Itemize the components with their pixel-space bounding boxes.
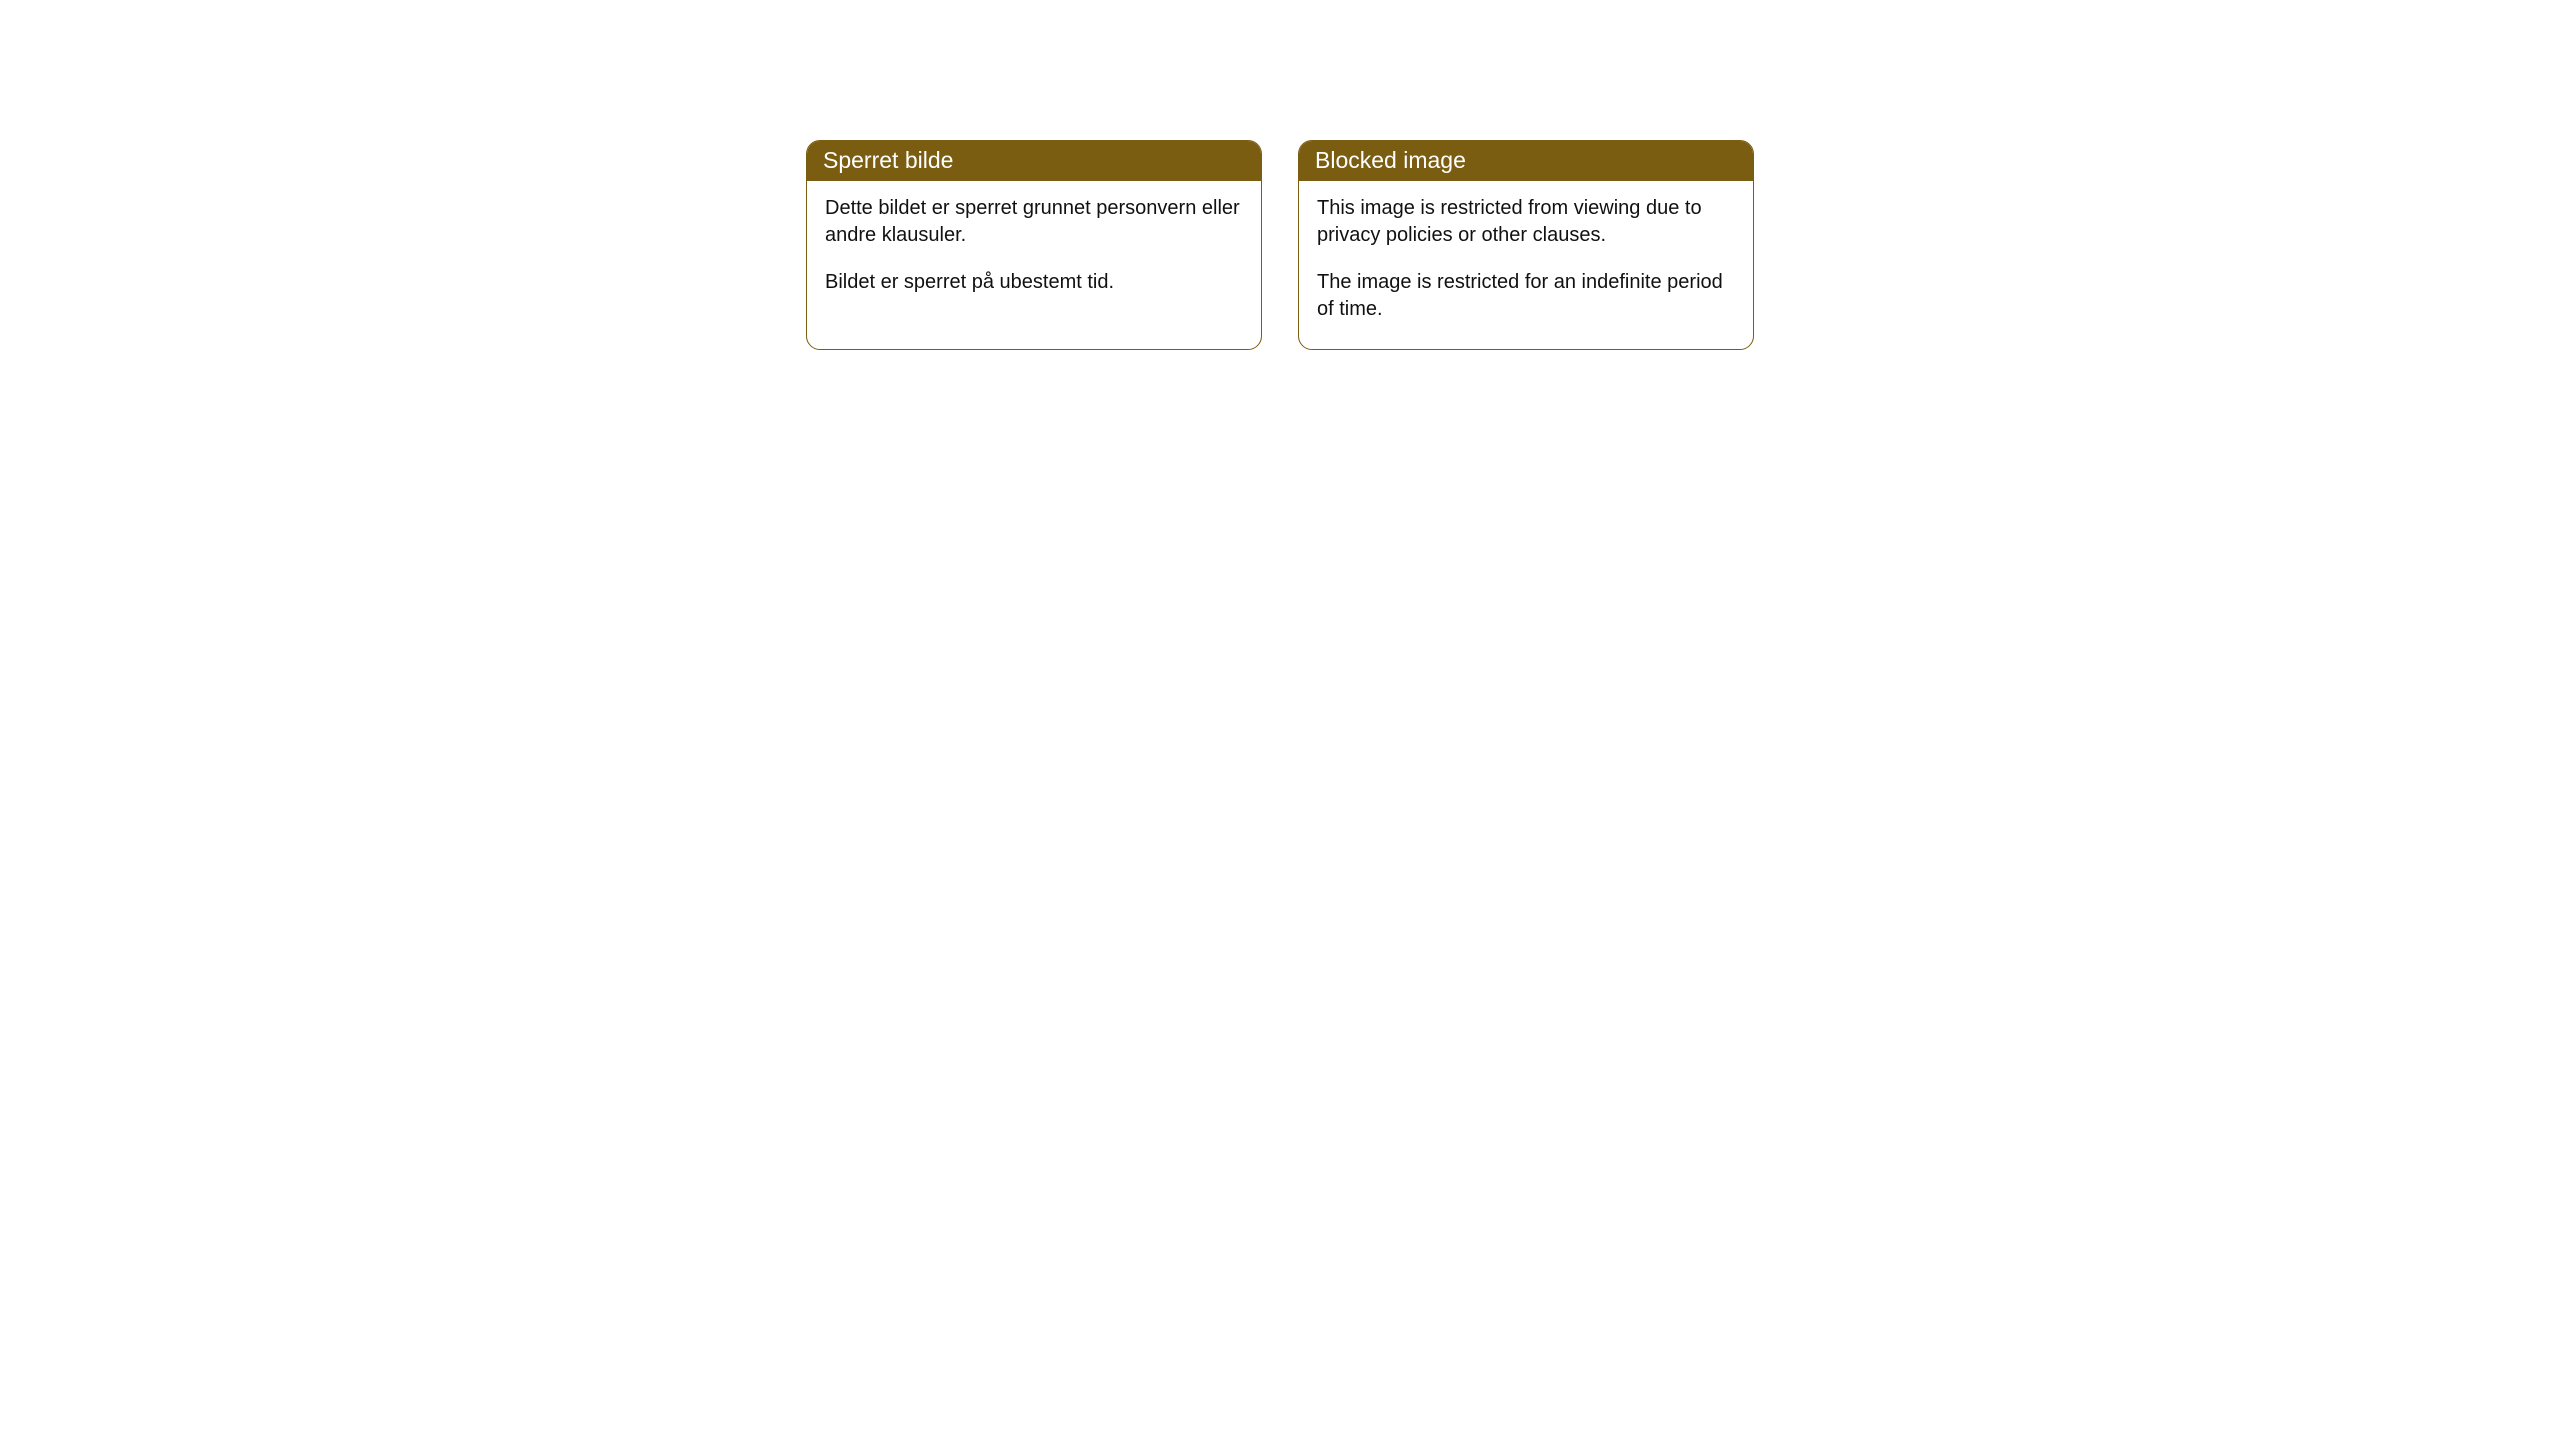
card-header: Sperret bilde bbox=[807, 141, 1261, 181]
card-header: Blocked image bbox=[1299, 141, 1753, 181]
card-paragraph: Dette bildet er sperret grunnet personve… bbox=[825, 195, 1243, 249]
card-body: Dette bildet er sperret grunnet personve… bbox=[807, 181, 1261, 322]
card-paragraph: The image is restricted for an indefinit… bbox=[1317, 269, 1735, 323]
card-body: This image is restricted from viewing du… bbox=[1299, 181, 1753, 349]
card-title: Sperret bilde bbox=[823, 147, 953, 173]
notice-card-english: Blocked image This image is restricted f… bbox=[1298, 140, 1754, 350]
card-paragraph: This image is restricted from viewing du… bbox=[1317, 195, 1735, 249]
card-paragraph: Bildet er sperret på ubestemt tid. bbox=[825, 269, 1243, 296]
notice-card-norwegian: Sperret bilde Dette bildet er sperret gr… bbox=[806, 140, 1262, 350]
card-title: Blocked image bbox=[1315, 147, 1466, 173]
